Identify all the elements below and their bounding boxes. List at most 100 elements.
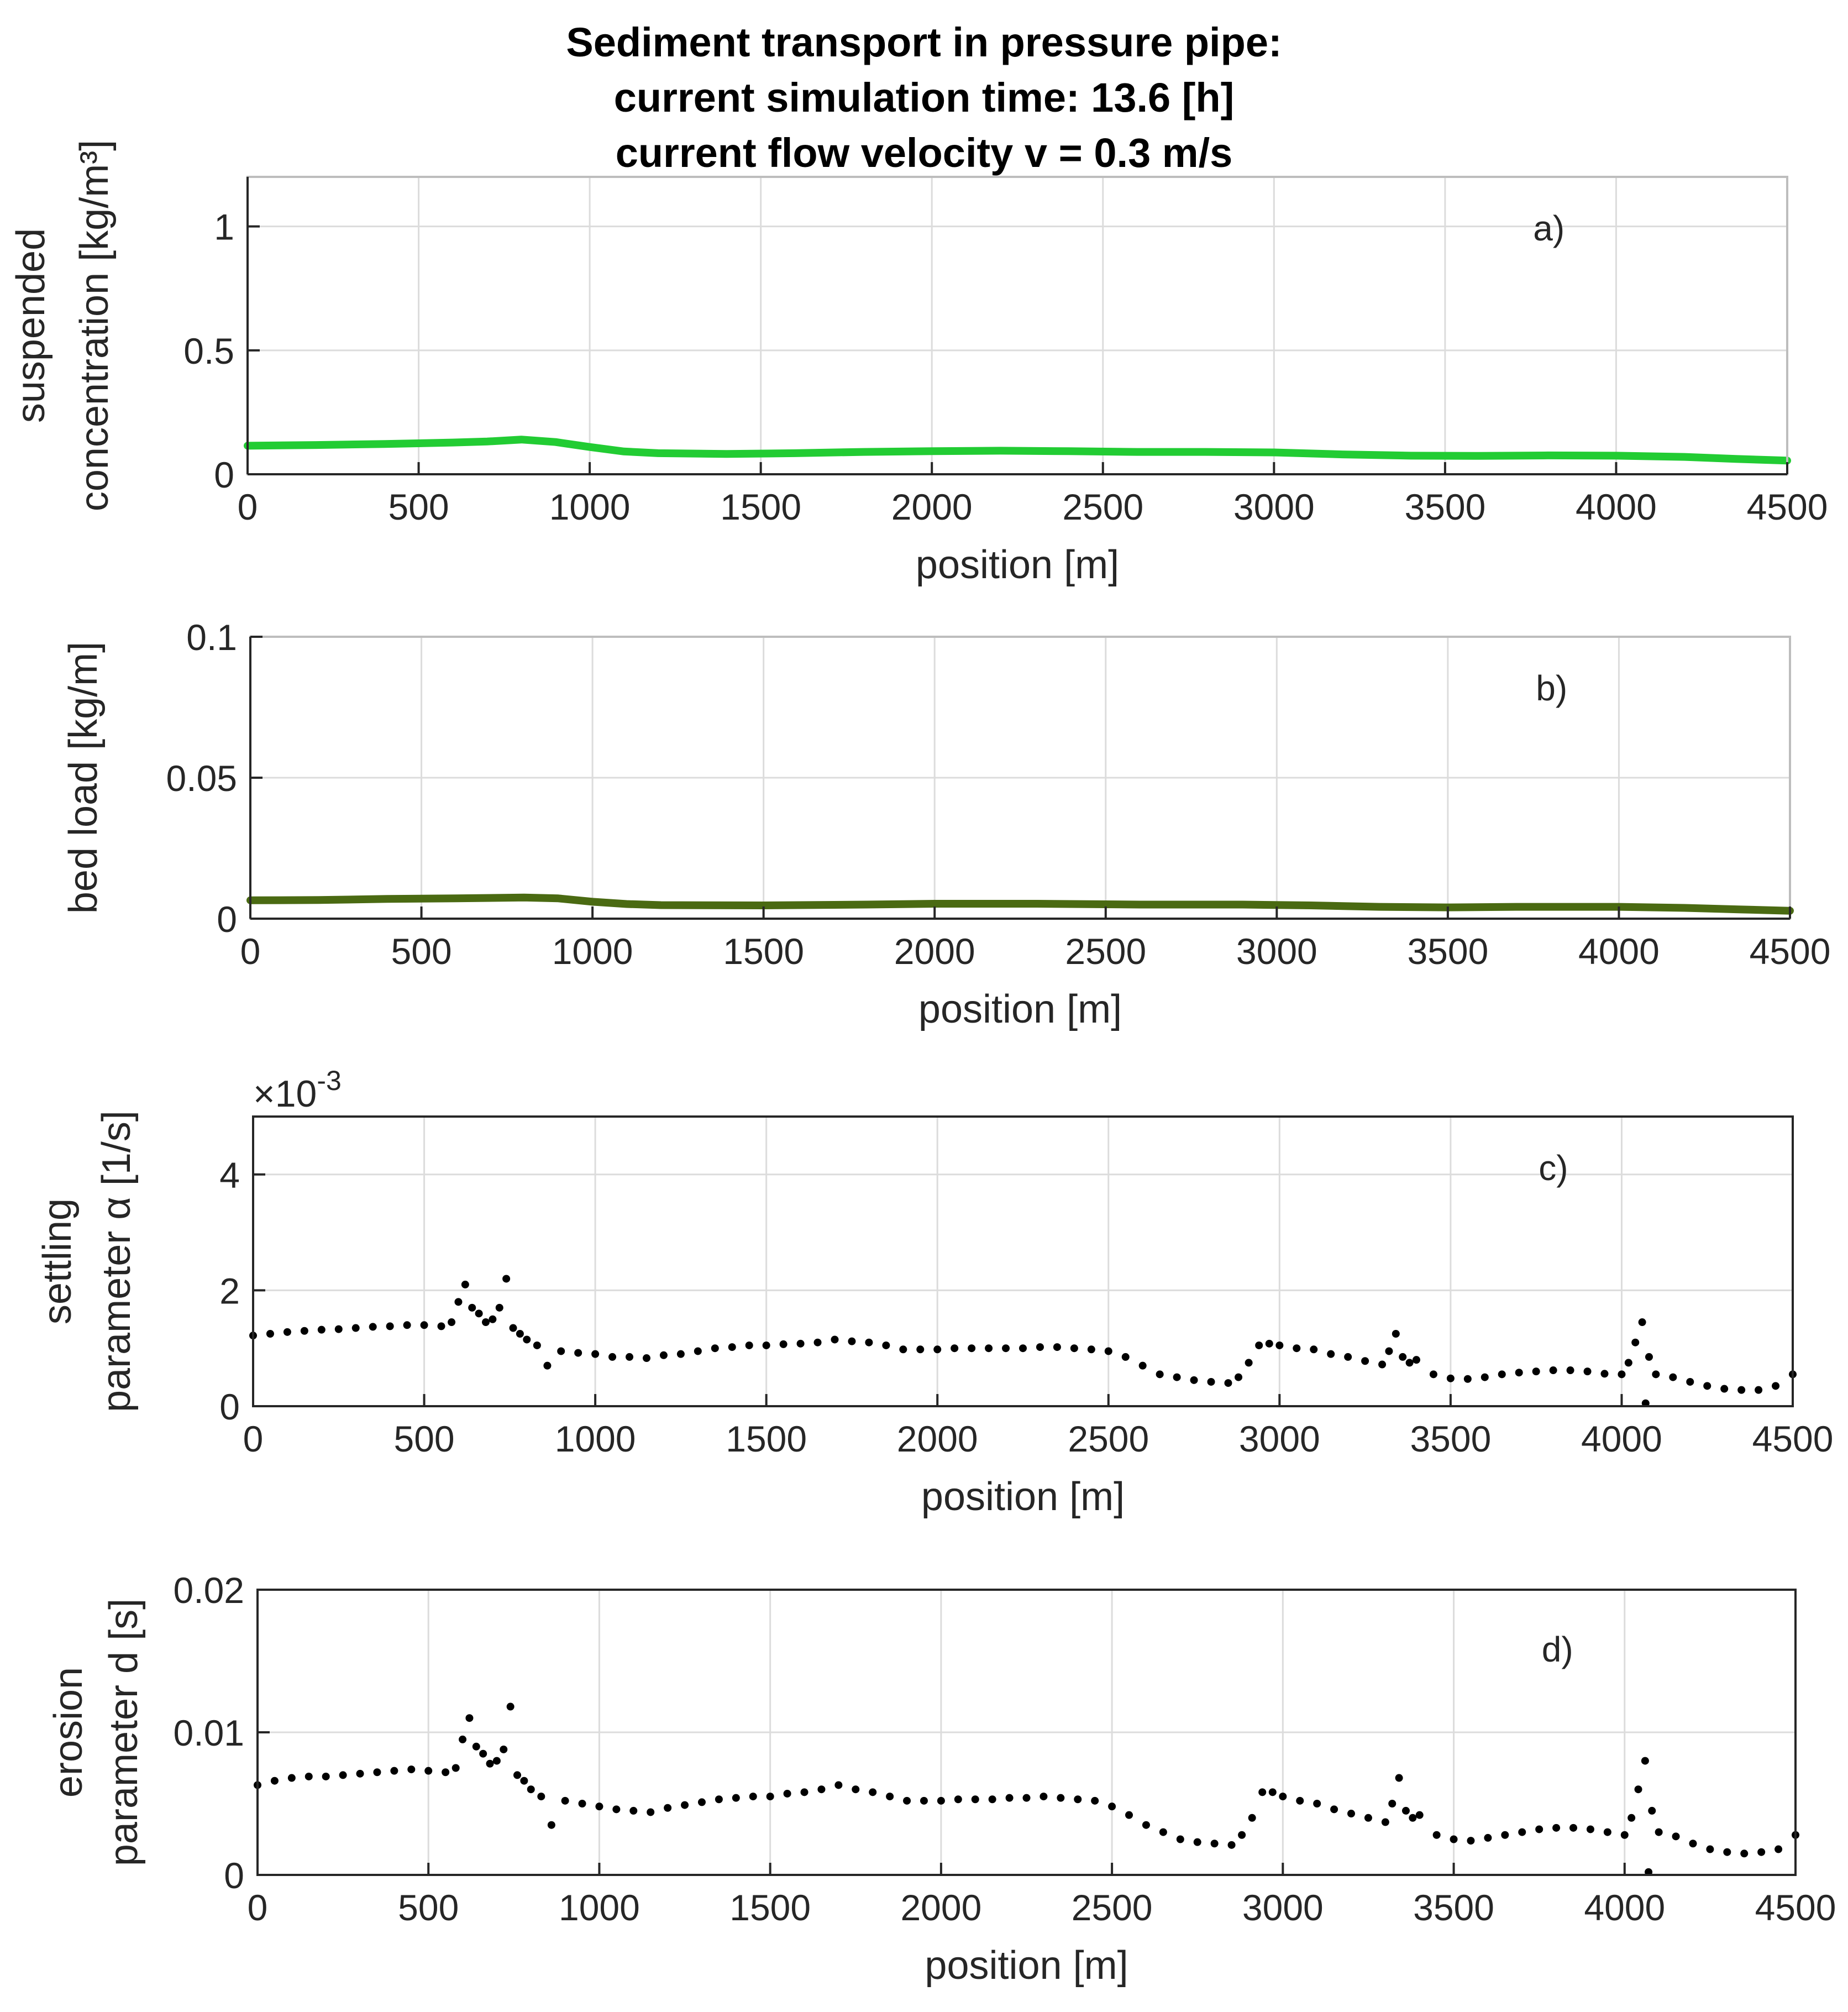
data-point <box>481 1318 490 1327</box>
data-point <box>1401 1806 1410 1815</box>
y-axis-label: parameter α [1/s] <box>95 1110 139 1412</box>
x-tick-label: 4500 <box>1755 1887 1836 1928</box>
data-point <box>1672 1832 1680 1841</box>
data-point <box>886 1793 894 1801</box>
data-point <box>1535 1825 1544 1833</box>
data-point <box>479 1749 487 1758</box>
data-point <box>1740 1849 1749 1858</box>
data-point <box>356 1769 364 1778</box>
x-tick-label: 4500 <box>1750 931 1831 972</box>
data-point <box>1772 1382 1780 1390</box>
data-point <box>557 1347 565 1355</box>
data-point <box>1620 1831 1629 1839</box>
data-point <box>475 1309 483 1318</box>
data-point <box>1463 1375 1472 1383</box>
data-point <box>1429 1370 1437 1379</box>
panel-c: 0 500 1000 1500 2000 2500 3000 3500 4000 4500 0 2 4 p… <box>35 1065 1833 1519</box>
data-point <box>500 1745 508 1753</box>
data-point <box>1293 1344 1301 1353</box>
data-point <box>882 1341 890 1349</box>
data-point <box>1395 1774 1403 1782</box>
x-tick-label: 1000 <box>549 486 631 527</box>
data-point <box>1156 1370 1164 1379</box>
data-point <box>1603 1828 1611 1836</box>
x-axis-label: position [m] <box>925 1943 1128 1988</box>
data-point <box>1235 1373 1243 1381</box>
data-point <box>1498 1370 1506 1379</box>
data-point <box>1652 1370 1660 1379</box>
data-point <box>489 1315 497 1323</box>
figure-title-line-1: Sediment transport in pressure pipe: <box>566 19 1282 65</box>
data-point <box>1227 1841 1236 1849</box>
data-point <box>461 1280 469 1288</box>
panel-d: 0 500 1000 1500 2000 2500 3000 3500 4000 4500 0 0.0… <box>46 1570 1836 1988</box>
x-tick-label: 500 <box>393 1418 454 1459</box>
panel-b: 0 500 1000 1500 2000 2500 3000 3500 4000 4500 0 0.0… <box>61 617 1830 1031</box>
x-tick-label: 0 <box>248 1887 268 1928</box>
y-axis-label: erosion <box>46 1667 91 1798</box>
data-point <box>1053 1343 1061 1351</box>
x-tick-label: 3500 <box>1404 486 1485 527</box>
data-point <box>659 1351 668 1359</box>
x-tick-label: 1000 <box>555 1418 636 1459</box>
data-point <box>1432 1831 1441 1839</box>
y-tick-label: 0 <box>214 454 234 495</box>
data-point <box>1019 1344 1027 1353</box>
data-point <box>813 1338 822 1346</box>
x-axis-label: position [m] <box>921 1475 1125 1519</box>
x-tick-label: 4000 <box>1576 486 1657 527</box>
x-tick-label: 4000 <box>1578 931 1660 972</box>
x-tick-label: 2500 <box>1062 486 1143 527</box>
data-point <box>472 1742 480 1751</box>
data-point <box>1655 1828 1663 1836</box>
data-point <box>1641 1757 1649 1765</box>
x-tick-label: 3500 <box>1410 1418 1491 1459</box>
data-point <box>1703 1382 1712 1390</box>
y-axis-label: parameter d [s] <box>102 1599 146 1866</box>
data-point <box>1361 1357 1369 1365</box>
x-tick-label: 4000 <box>1581 1418 1662 1459</box>
x-tick-label: 1500 <box>729 1887 811 1928</box>
panel-a: 0 500 1000 1500 2000 2500 3000 3500 4000 4500 0 0.5… <box>9 140 1828 587</box>
data-point <box>1549 1366 1557 1375</box>
x-tick-label: 2500 <box>1072 1887 1153 1928</box>
data-point <box>834 1781 843 1789</box>
data-point <box>1125 1811 1133 1819</box>
data-point <box>612 1805 621 1814</box>
panel-label: a) <box>1533 208 1565 248</box>
data-point <box>1238 1831 1246 1839</box>
data-point <box>831 1335 839 1344</box>
x-tick-label: 1500 <box>726 1418 807 1459</box>
data-point <box>407 1765 416 1774</box>
data-point <box>1005 1794 1014 1802</box>
y-tick-label: 1 <box>214 207 234 248</box>
data-point <box>749 1793 757 1801</box>
data-point <box>1409 1814 1417 1822</box>
data-point <box>988 1795 996 1804</box>
data-point <box>1210 1840 1219 1848</box>
panel-label: c) <box>1539 1148 1568 1188</box>
y-tick-label: 4 <box>219 1155 240 1196</box>
data-point <box>1173 1373 1181 1381</box>
data-point <box>442 1768 450 1777</box>
data-point <box>1648 1806 1656 1815</box>
data-point <box>317 1325 326 1334</box>
data-point <box>629 1806 638 1815</box>
y-tick-label: 2 <box>219 1270 240 1311</box>
x-axis-label: position [m] <box>916 543 1119 587</box>
data-point <box>373 1768 381 1777</box>
data-point <box>642 1354 650 1363</box>
data-point <box>437 1322 445 1330</box>
data-point <box>351 1324 360 1332</box>
x-tick-label: 3500 <box>1407 931 1488 972</box>
data-point <box>1532 1367 1540 1376</box>
data-point <box>533 1341 541 1349</box>
data-point <box>796 1339 805 1348</box>
data-point <box>903 1796 911 1805</box>
data-point <box>1415 1811 1424 1819</box>
x-tick-label: 3000 <box>1242 1887 1324 1928</box>
data-point <box>1378 1360 1387 1369</box>
data-point <box>1190 1376 1198 1384</box>
data-point <box>865 1338 873 1346</box>
data-point <box>1036 1343 1044 1351</box>
